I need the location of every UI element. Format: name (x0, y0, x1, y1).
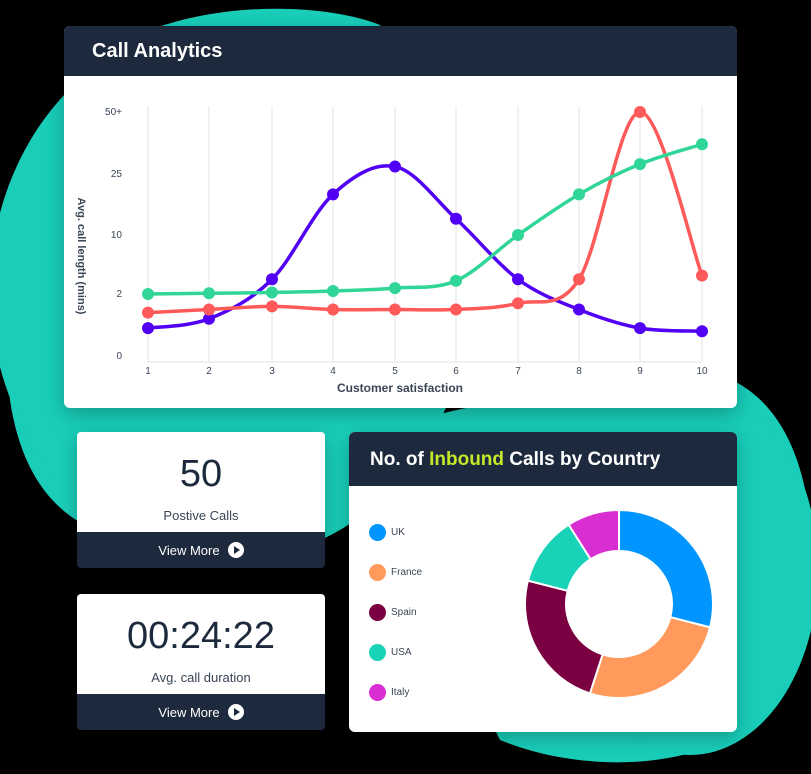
inbound-calls-title: No. of Inbound Calls by Country (349, 432, 737, 486)
svg-text:7: 7 (515, 366, 521, 377)
data-point[interactable] (512, 229, 524, 241)
legend-item-usa[interactable]: USA (369, 632, 422, 672)
chart-series (142, 106, 708, 338)
view-more-label: View More (158, 542, 220, 558)
data-point[interactable] (142, 322, 154, 335)
x-axis-title: Customer satisfaction (337, 381, 463, 395)
view-more-positive-calls-button[interactable]: View More (77, 532, 325, 568)
legend-label: Italy (391, 686, 410, 698)
data-point[interactable] (696, 325, 708, 338)
legend-label: Spain (391, 606, 417, 618)
svg-text:2: 2 (116, 289, 122, 300)
data-point[interactable] (634, 106, 646, 118)
title-text: Calls by Country (504, 449, 661, 470)
data-point[interactable] (203, 303, 215, 316)
svg-text:3: 3 (269, 366, 275, 377)
legend-label: USA (391, 646, 412, 658)
svg-text:8: 8 (576, 366, 582, 377)
avg-call-duration-label: Avg. call duration (151, 670, 251, 685)
svg-text:4: 4 (330, 366, 336, 377)
data-point[interactable] (266, 273, 278, 286)
donut-slice-spain[interactable] (524, 579, 604, 695)
svg-text:50+: 50+ (105, 107, 122, 118)
view-more-label: View More (158, 704, 220, 720)
legend-item-italy[interactable]: Italy (369, 672, 422, 712)
data-point[interactable] (634, 322, 646, 335)
legend-dot-icon (369, 683, 386, 701)
legend-label: UK (391, 526, 405, 538)
svg-text:1: 1 (145, 366, 151, 377)
positive-calls-label: Postive Calls (163, 508, 239, 523)
data-point[interactable] (696, 269, 708, 282)
data-point[interactable] (450, 274, 462, 287)
avg-call-duration-card: 00:24:22 Avg. call duration View More (77, 594, 325, 730)
svg-text:10: 10 (111, 230, 123, 241)
data-point[interactable] (327, 188, 339, 201)
inbound-calls-panel: No. of Inbound Calls by Country UK Franc… (349, 432, 737, 732)
data-point[interactable] (634, 158, 646, 171)
play-icon (227, 542, 244, 558)
data-point[interactable] (573, 273, 585, 286)
positive-calls-card: 50 Postive Calls View More (77, 432, 325, 568)
data-point[interactable] (512, 297, 524, 310)
data-point[interactable] (266, 300, 278, 313)
legend-item-france[interactable]: France (369, 552, 422, 592)
y-axis-title: Avg. call length (mins) (75, 198, 87, 315)
country-legend: UK France Spain USA Italy (369, 512, 422, 712)
data-point[interactable] (450, 303, 462, 316)
play-icon (227, 704, 244, 720)
data-point[interactable] (203, 312, 215, 325)
svg-text:10: 10 (696, 366, 708, 377)
data-point[interactable] (512, 273, 524, 286)
series-purple (142, 160, 708, 338)
call-analytics-panel: Call Analytics 50+ 25 10 2 0 1 2 3 4 5 6 7 8 9 10 Cus… (64, 26, 737, 408)
donut-slice-france[interactable] (588, 615, 712, 699)
series-red (142, 106, 708, 319)
data-point[interactable] (327, 303, 339, 316)
data-point[interactable] (142, 288, 154, 300)
svg-text:9: 9 (637, 366, 643, 377)
data-point[interactable] (573, 303, 585, 316)
data-point[interactable] (203, 287, 215, 300)
series-green (142, 138, 708, 300)
data-point[interactable] (389, 282, 401, 295)
donut-chart (524, 508, 714, 699)
legend-item-spain[interactable]: Spain (369, 592, 422, 632)
data-point[interactable] (327, 285, 339, 298)
data-point[interactable] (266, 286, 278, 299)
svg-text:25: 25 (111, 169, 123, 180)
legend-dot-icon (369, 563, 386, 581)
y-axis-labels: 50+ 25 10 2 0 (105, 107, 122, 362)
call-analytics-title: Call Analytics (64, 26, 737, 76)
line-chart: 50+ 25 10 2 0 1 2 3 4 5 6 7 8 9 10 Customer satisfact… (75, 106, 708, 395)
legend-dot-icon (369, 523, 386, 541)
data-point[interactable] (389, 303, 401, 316)
donut-slice-uk[interactable] (618, 508, 714, 629)
data-point[interactable] (696, 138, 708, 151)
data-point[interactable] (573, 188, 585, 201)
svg-text:5: 5 (392, 366, 398, 377)
title-highlight: Inbound (429, 449, 505, 470)
svg-text:2: 2 (206, 366, 212, 377)
title-text: No. of (370, 449, 430, 470)
legend-label: France (391, 566, 423, 578)
legend-item-uk[interactable]: UK (369, 512, 422, 552)
svg-text:0: 0 (116, 351, 122, 362)
avg-call-duration-value: 00:24:22 (127, 615, 275, 657)
data-point[interactable] (389, 160, 401, 173)
svg-text:6: 6 (453, 366, 459, 377)
x-axis-labels: 1 2 3 4 5 6 7 8 9 10 (145, 366, 708, 377)
positive-calls-value: 50 (179, 453, 223, 495)
legend-dot-icon (369, 643, 386, 661)
legend-dot-icon (369, 603, 386, 621)
data-point[interactable] (142, 306, 154, 319)
data-point[interactable] (450, 212, 462, 225)
donut-slice-italy[interactable] (567, 508, 620, 561)
view-more-call-duration-button[interactable]: View More (77, 694, 325, 730)
